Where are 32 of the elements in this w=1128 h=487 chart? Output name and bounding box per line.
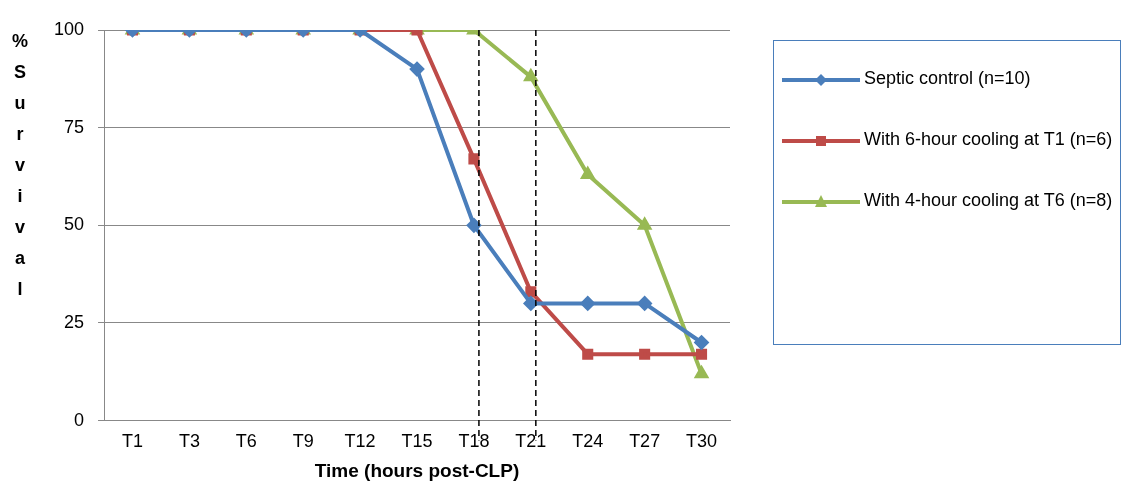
x-tick-label: T27	[629, 431, 661, 452]
point	[523, 296, 538, 311]
x-tick-label: T18	[458, 431, 490, 452]
point	[466, 218, 481, 233]
legend-label: With 4-hour cooling at T6 (n=8)	[864, 189, 1113, 212]
y-tick-label: 0	[74, 409, 85, 430]
x-tick-label: T30	[686, 431, 718, 452]
x-tick-label: T6	[235, 431, 257, 452]
x-tick-label: T21	[515, 431, 547, 452]
x-tick-label: T3	[178, 431, 200, 452]
point	[525, 286, 537, 298]
legend-label: With 6-hour cooling at T1 (n=6)	[864, 128, 1113, 151]
point	[694, 335, 709, 350]
point	[696, 348, 708, 360]
point	[693, 364, 710, 379]
y-tick-label: 50	[64, 214, 85, 235]
point	[639, 348, 651, 360]
x-tick-label: T15	[401, 431, 433, 452]
point	[580, 296, 595, 311]
y-tick-label: 100	[53, 18, 85, 39]
x-tick-label: T1	[121, 431, 143, 452]
x-tick-label: T24	[572, 431, 604, 452]
point	[582, 348, 594, 360]
x-axis-title: Time (hours post-CLP)	[314, 459, 520, 481]
x-tick-label: T9	[292, 431, 314, 452]
y-tick-label: 75	[64, 116, 85, 137]
x-tick-label: T12	[344, 431, 376, 452]
text: % Survival	[11, 31, 29, 299]
point	[468, 153, 480, 165]
y-tick-label: 25	[64, 311, 85, 332]
legend-label: Septic control (n=10)	[864, 67, 1031, 90]
point	[637, 296, 652, 311]
